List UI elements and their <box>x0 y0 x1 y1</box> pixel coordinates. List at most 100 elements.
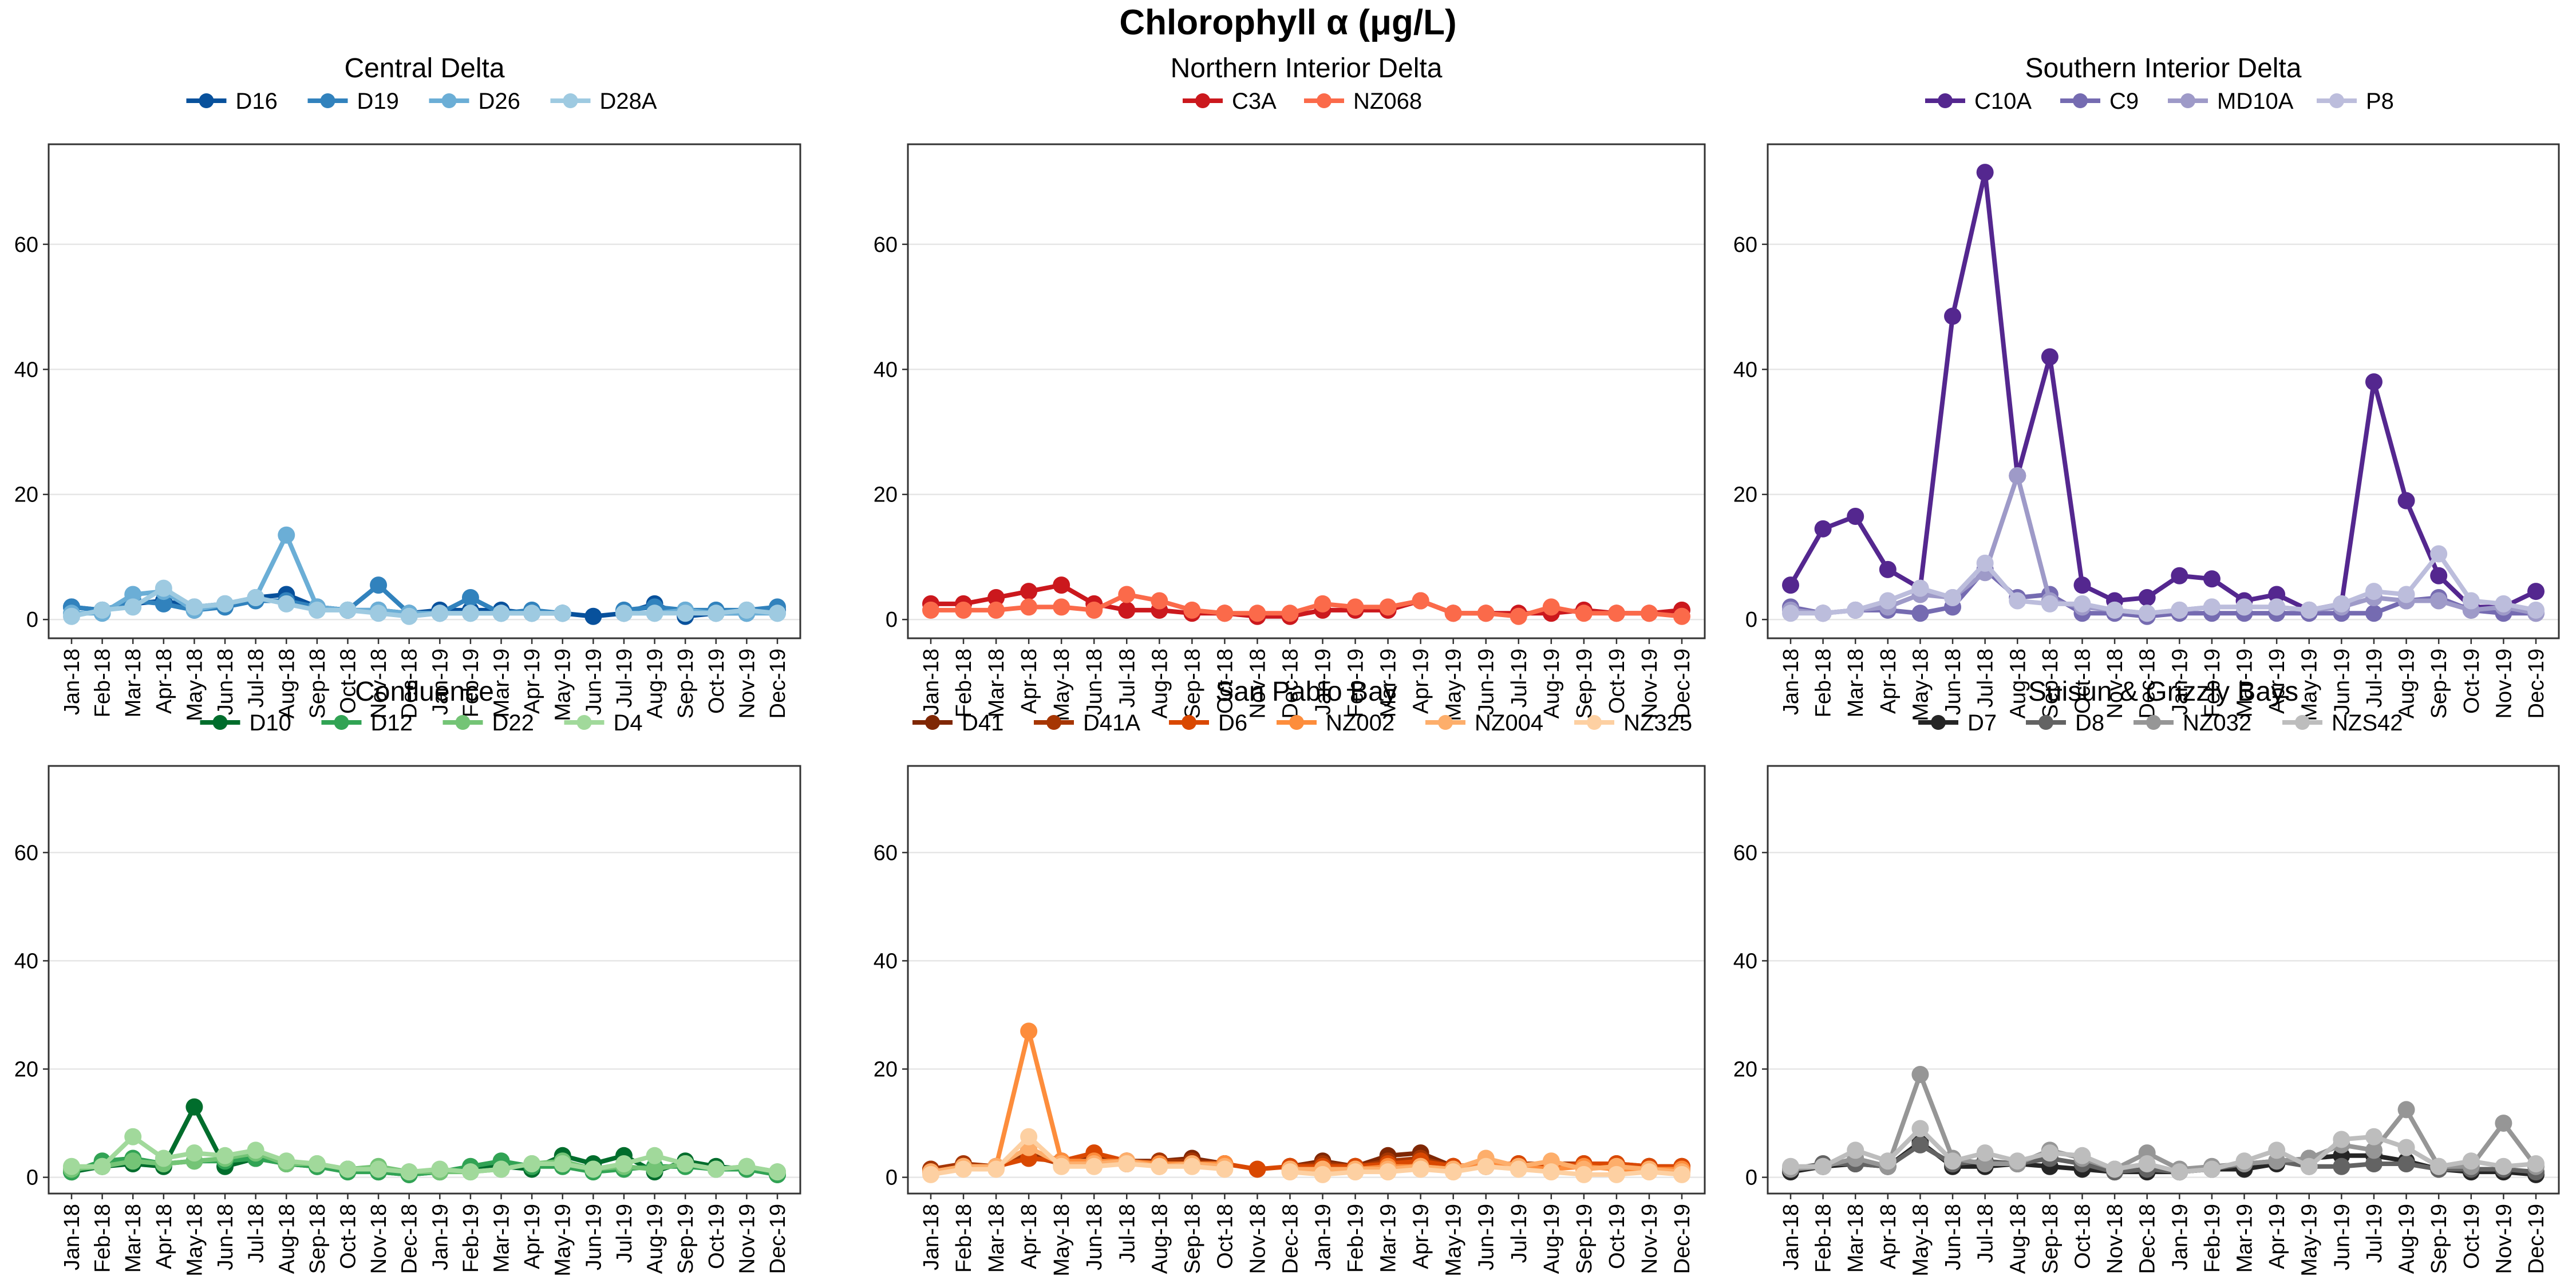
x-tick-label: Jan-19 <box>2168 1204 2192 1270</box>
data-point <box>2333 1131 2350 1148</box>
x-tick-label: Dec-18 <box>1278 1204 1302 1274</box>
legend-swatch-marker <box>1931 715 1946 730</box>
data-point <box>1314 595 1332 613</box>
legend-swatch-marker <box>1317 93 1332 108</box>
x-tick-label: Jul-19 <box>2362 649 2387 708</box>
data-point <box>2268 586 2286 603</box>
series-nzs42 <box>1782 1120 2545 1181</box>
data-point <box>554 605 571 622</box>
data-point <box>2365 1155 2383 1172</box>
x-tick-label: Jun-19 <box>582 1204 606 1270</box>
x-tick-label: Apr-18 <box>1876 1204 1901 1269</box>
data-point <box>769 1163 786 1181</box>
data-point <box>1814 1157 1832 1175</box>
x-tick-label: Jul-18 <box>1115 1204 1139 1263</box>
panel-title: San Pablo Bay <box>1215 677 1397 707</box>
data-point <box>1118 586 1136 603</box>
x-tick-label: Oct-18 <box>1213 1204 1237 1269</box>
y-tick-label: 0 <box>26 608 38 632</box>
data-point <box>93 1157 111 1175</box>
y-tick-label: 40 <box>874 949 898 973</box>
data-point <box>1379 598 1397 616</box>
legend-label: D19 <box>357 89 399 114</box>
series-c9 <box>1782 560 2545 625</box>
x-tick-label: Sep-18 <box>2038 1204 2063 1274</box>
x-tick-label: Mar-19 <box>1377 649 1401 717</box>
legend-swatch-marker <box>441 93 457 108</box>
legend-swatch-marker <box>320 93 335 108</box>
legend: C3A NZ068 <box>1183 89 1422 114</box>
panel-title: Suisun & Grizzly Bays <box>2028 677 2298 707</box>
y-tick-label: 0 <box>886 1166 898 1190</box>
data-point <box>1444 605 1462 622</box>
legend-swatch-marker <box>2038 715 2053 730</box>
legend-label: D6 <box>1218 710 1247 736</box>
x-tick-label: May-18 <box>183 649 207 721</box>
data-point <box>308 1155 326 1172</box>
panel-title: Central Delta <box>344 53 504 84</box>
panel-border <box>907 765 1706 1195</box>
data-point <box>2235 1152 2253 1170</box>
data-point <box>2073 595 2091 613</box>
series-line <box>1790 1072 2538 1172</box>
x-tick-label: Apr-19 <box>2265 1204 2289 1269</box>
data-point <box>2300 1157 2318 1175</box>
data-point <box>1444 1163 1462 1181</box>
x-tick-label: Aug-19 <box>643 649 667 719</box>
data-point <box>1847 601 1864 619</box>
x-tick-label: Mar-19 <box>2233 1204 2257 1273</box>
y-tick-label: 40 <box>874 358 898 382</box>
data-point <box>987 601 1005 619</box>
data-point <box>247 1141 264 1159</box>
x-tick-label: Jan-18 <box>1779 649 1803 715</box>
series-c3a <box>922 576 1690 625</box>
x-tick-label: Jun-18 <box>1941 649 1965 715</box>
legend: C10A C9 MD10A P8 <box>1925 89 2394 114</box>
data-point <box>1183 1157 1201 1175</box>
data-point <box>707 605 725 622</box>
data-point <box>492 1160 510 1178</box>
x-tick-label: Oct-19 <box>1605 1204 1629 1269</box>
x-tick-label: Nov-18 <box>2103 649 2127 719</box>
data-point <box>2333 595 2350 613</box>
data-point <box>1976 164 1994 181</box>
legend-swatch-marker <box>1438 715 1453 730</box>
legend-label: D41 <box>962 710 1003 736</box>
panel-confluence: Confluence D10 D12 D22 D4 0 20 40 60 Jan-18 Feb-18… <box>14 677 801 1277</box>
x-tick-label: Jan-19 <box>1311 649 1336 715</box>
data-point <box>554 1155 571 1172</box>
panel-southern-interior-delta: Southern Interior Delta C10A C9 MD10A P8 0 20 4… <box>1733 53 2560 721</box>
legend-swatch-marker <box>1195 93 1210 108</box>
y-tick-label: 20 <box>874 483 898 507</box>
data-point <box>1542 1163 1560 1181</box>
data-point <box>1183 601 1201 619</box>
series-nz325 <box>922 1128 1690 1183</box>
data-point <box>738 1157 756 1175</box>
data-point <box>2235 598 2253 616</box>
legend-label: D7 <box>1967 710 1997 736</box>
legend-item-md10a: MD10A <box>2168 89 2294 114</box>
data-point <box>955 601 973 619</box>
data-point <box>646 1160 663 1178</box>
data-point <box>2009 1152 2026 1170</box>
data-point <box>339 601 357 619</box>
legend-item-d7: D7 <box>1918 710 1997 736</box>
x-tick-label: Jun-19 <box>1475 1204 1499 1270</box>
x-tick-label: Oct-18 <box>336 649 360 714</box>
x-tick-label: Feb-19 <box>459 1204 483 1273</box>
data-point <box>2397 1155 2415 1172</box>
data-point <box>1281 605 1299 622</box>
data-point <box>185 1144 203 1162</box>
legend-swatch-marker <box>925 715 940 730</box>
legend-label: C10A <box>1974 89 2032 114</box>
data-point <box>2430 545 2448 563</box>
legend-label: NZ325 <box>1623 710 1692 736</box>
data-point <box>2203 570 2221 588</box>
legend: D10 D12 D22 D4 <box>200 710 643 736</box>
legend-swatch-marker <box>1046 715 1061 730</box>
data-point <box>2365 1128 2383 1145</box>
x-tick-label: Nov-19 <box>1638 649 1662 719</box>
data-point <box>370 1160 388 1178</box>
y-tick-label: 20 <box>14 1058 38 1082</box>
data-point <box>155 1149 172 1167</box>
